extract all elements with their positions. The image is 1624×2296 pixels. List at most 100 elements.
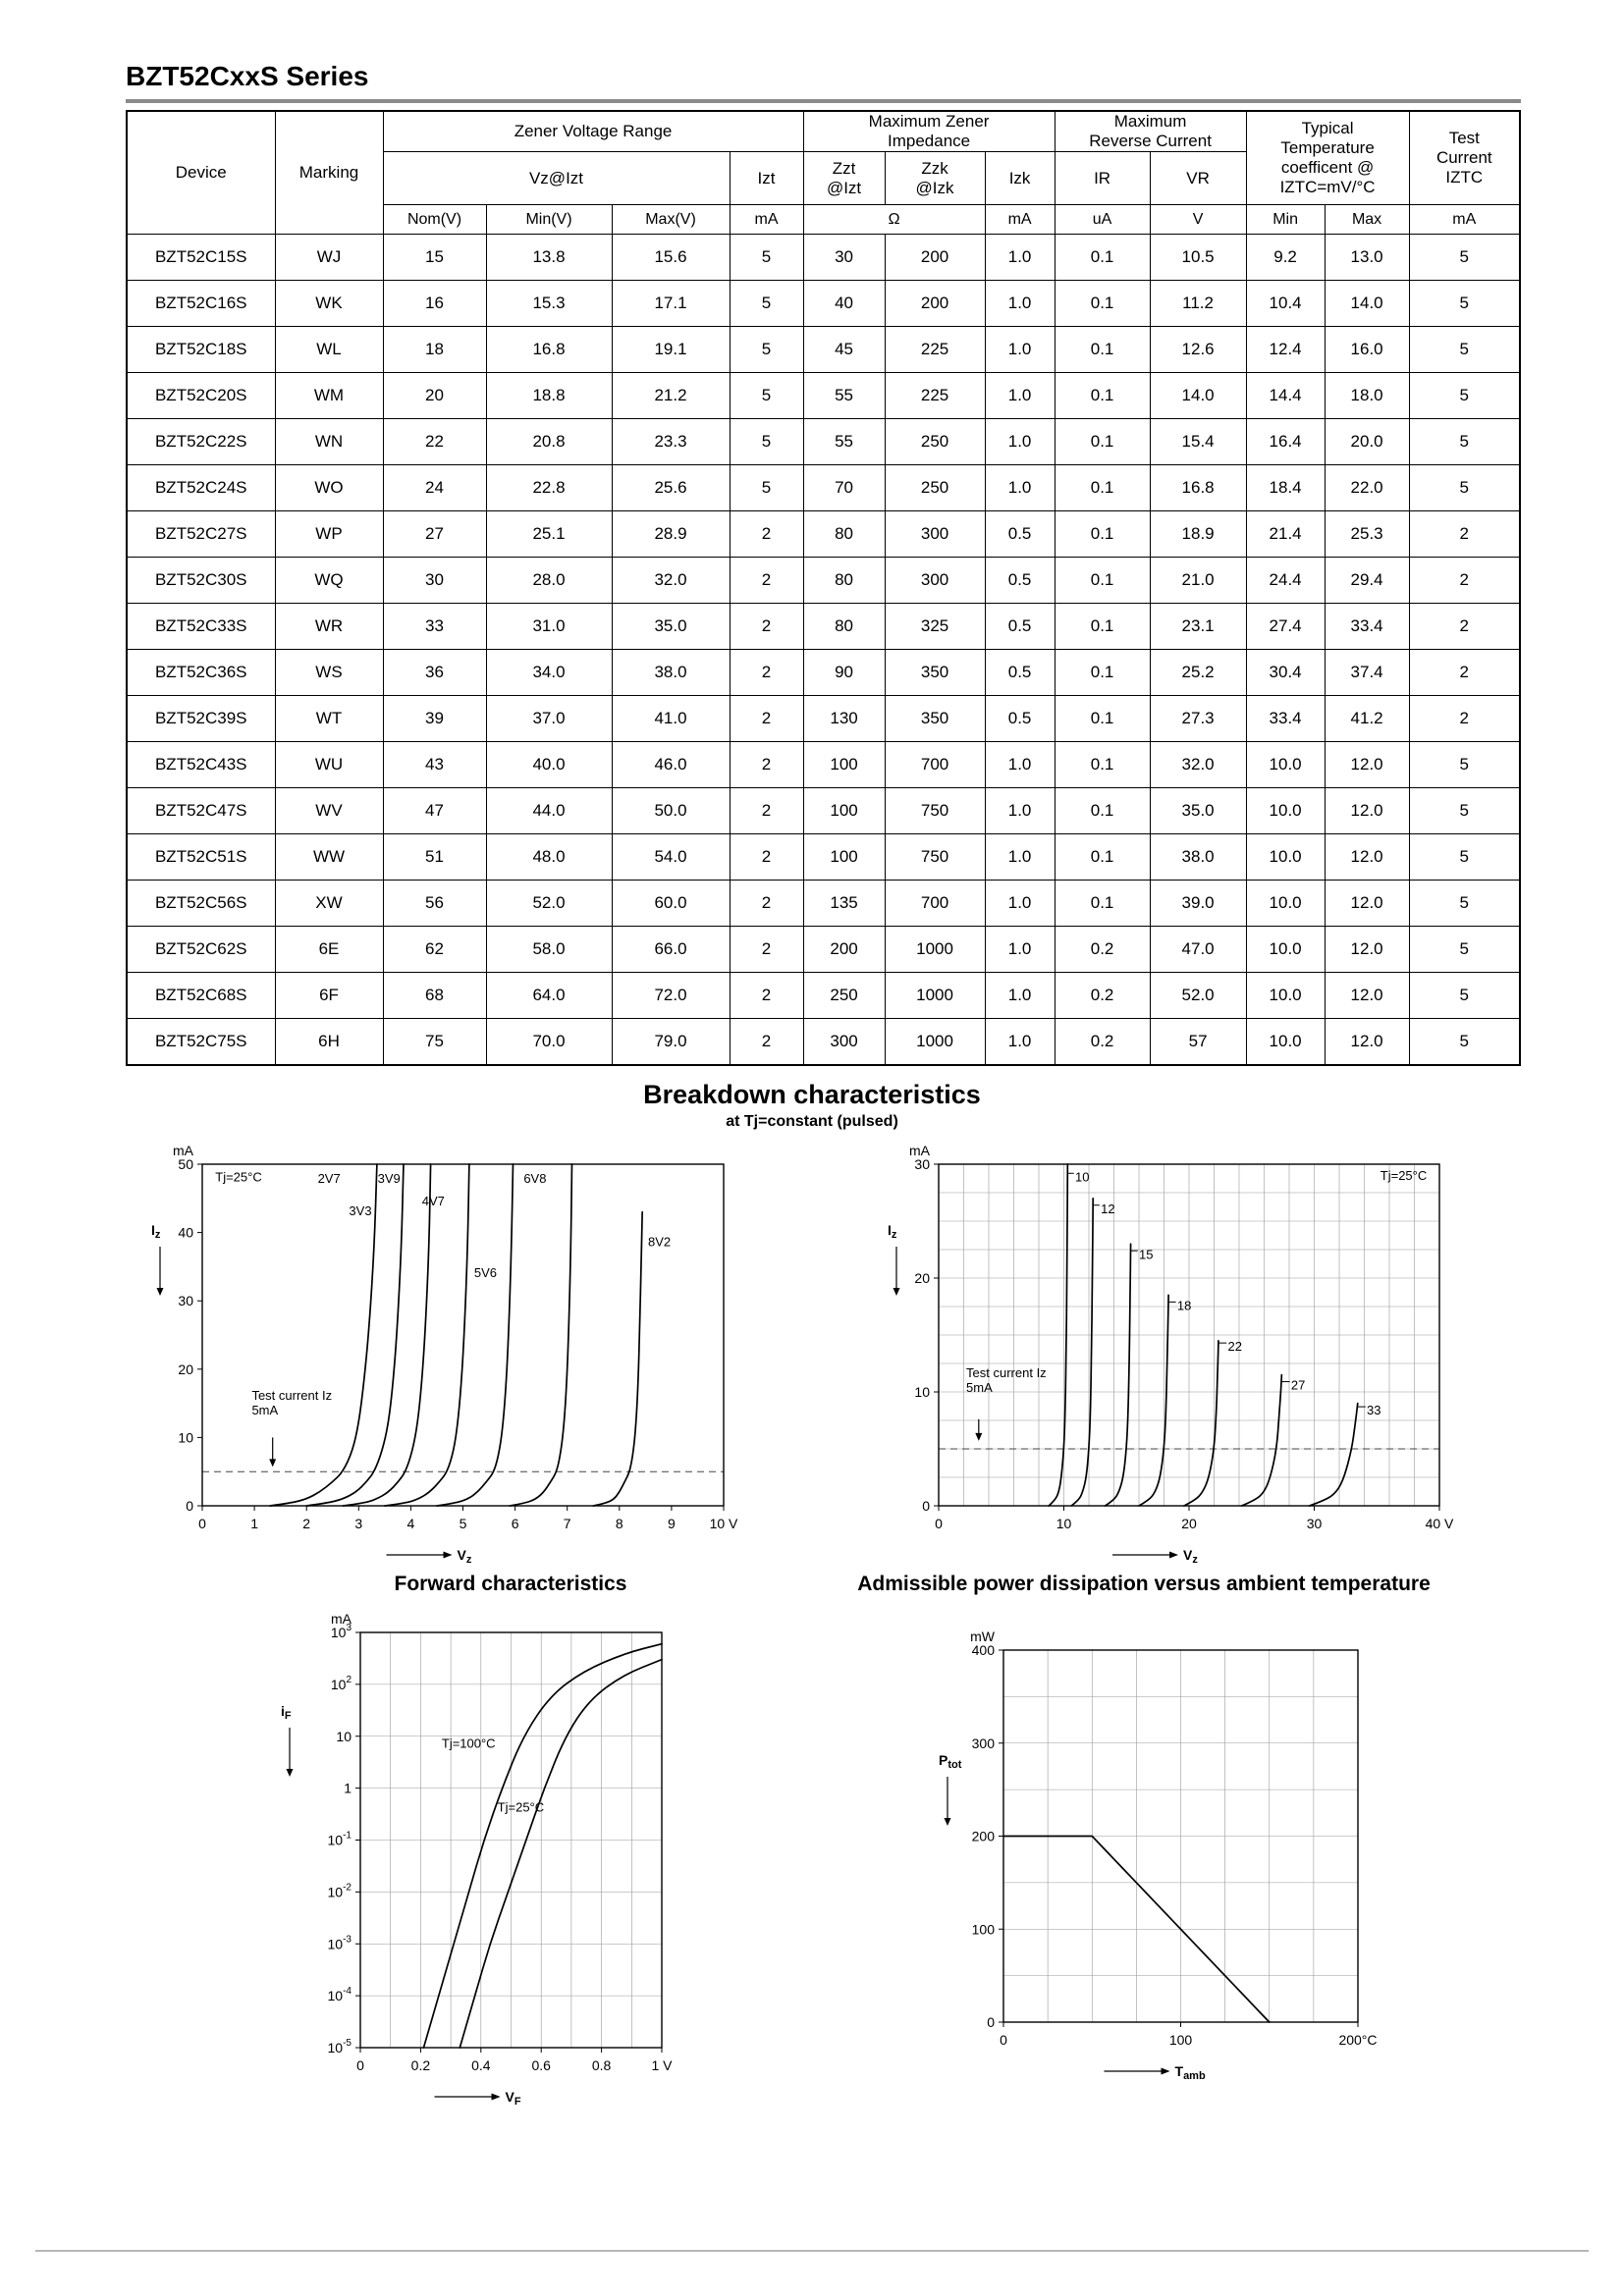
device-cell: BZT52C20S (126, 372, 276, 420)
spec-cell: 6F (274, 972, 384, 1020)
x-tick-label: 20 (1181, 1516, 1197, 1531)
device-cell: BZT52C43S (126, 741, 276, 789)
spec-cell: 2 (1408, 695, 1521, 743)
spec-cell: 57 (1149, 1018, 1247, 1066)
spec-cell: 20.8 (485, 418, 613, 466)
y-tick-label: 10 (336, 1729, 352, 1744)
spec-cell: 100 (802, 833, 886, 881)
spec-cell: 15.4 (1149, 418, 1247, 466)
x-tick-label: 5 (460, 1516, 467, 1531)
curve-label: 15 (1139, 1247, 1153, 1261)
spec-cell: 33 (382, 603, 487, 651)
table-row: BZT52C36S WS 36 34.0 38.0 2 90 350 0.5 0.1 25.2 30.… (126, 649, 1521, 697)
spec-cell: 750 (884, 833, 986, 881)
col-header-zener-voltage-range: Zener Voltage Range (382, 110, 804, 153)
axis-label: Vz (458, 1547, 472, 1566)
spec-cell: 11.2 (1149, 280, 1247, 328)
table-row: BZT52C22S WN 22 20.8 23.3 5 55 250 1.0 0.1 15.4 16.… (126, 418, 1521, 466)
spec-cell: 1000 (884, 972, 986, 1020)
spec-cell: 300 (884, 510, 986, 559)
spec-cell: 100 (802, 787, 886, 835)
spec-cell: 15.6 (611, 234, 731, 282)
unit-ohm: Ω (802, 204, 986, 236)
spec-cell: 20 (382, 372, 487, 420)
axis-label: VF (506, 2089, 521, 2108)
spec-cell: 225 (884, 372, 986, 420)
spec-cell: 2 (1408, 557, 1521, 605)
spec-cell: 55 (802, 372, 886, 420)
spec-cell: 700 (884, 741, 986, 789)
spec-cell: 700 (884, 880, 986, 928)
spec-cell: 0.2 (1054, 1018, 1151, 1066)
spec-cell: 23.1 (1149, 603, 1247, 651)
spec-cell: 39 (382, 695, 487, 743)
y-tick-label: 103 (331, 1623, 352, 1640)
spec-cell: WP (274, 510, 384, 559)
col-header-device: Device (126, 110, 276, 236)
spec-cell: 16 (382, 280, 487, 328)
spec-cell: 5 (1408, 372, 1521, 420)
spec-cell: 2 (729, 741, 804, 789)
x-tick-label: 100 (1169, 2032, 1193, 2048)
spec-cell: 135 (802, 880, 886, 928)
spec-cell: 27 (382, 510, 487, 559)
spec-cell: 46.0 (611, 741, 731, 789)
spec-cell: 6E (274, 926, 384, 974)
spec-cell: 0.1 (1054, 372, 1151, 420)
spec-cell: 100 (802, 741, 886, 789)
down-arrowhead (269, 1459, 277, 1468)
device-cell: BZT52C30S (126, 557, 276, 605)
table-row: BZT52C20S WM 20 18.8 21.2 5 55 225 1.0 0.1 14.0 14.… (126, 372, 1521, 420)
col-header-max-reverse-current: Maximum Reverse Current (1054, 110, 1247, 153)
annotation-text: Tj=25°C (498, 1800, 544, 1815)
unit-ua: uA (1054, 204, 1151, 236)
spec-cell: 5 (1408, 741, 1521, 789)
spec-table-header: Device Marking Zener Voltage Range Maxim… (126, 110, 1521, 236)
spec-cell: 28.9 (611, 510, 731, 559)
spec-cell: 31.0 (485, 603, 613, 651)
curve-6V8 (509, 1163, 573, 1507)
curve-18 (1138, 1294, 1169, 1507)
spec-cell: 750 (884, 787, 986, 835)
spec-cell: 32.0 (1149, 741, 1247, 789)
spec-cell: 30.4 (1245, 649, 1326, 697)
spec-cell: 2 (729, 787, 804, 835)
spec-cell: 56 (382, 880, 487, 928)
spec-cell: 28.0 (485, 557, 613, 605)
y-unit-label: mA (909, 1143, 931, 1158)
spec-cell: 1.0 (984, 418, 1056, 466)
spec-cell: 2 (729, 926, 804, 974)
power-section-title: Admissible power dissipation versus ambi… (857, 1573, 1431, 1595)
x-tick-label: 0 (935, 1516, 943, 1531)
spec-cell: 22.8 (485, 464, 613, 512)
table-row: BZT52C30S WQ 30 28.0 32.0 2 80 300 0.5 0.1 21.0 24.… (126, 557, 1521, 605)
spec-cell: 40.0 (485, 741, 613, 789)
spec-cell: 18.0 (1324, 372, 1410, 420)
spec-cell: 10.0 (1245, 926, 1326, 974)
spec-cell: XW (274, 880, 384, 928)
x-tick-label: 9 (668, 1516, 676, 1531)
spec-cell: 62 (382, 926, 487, 974)
y-tick-label: 100 (972, 1921, 996, 1937)
x-axis-arrowhead (443, 1551, 453, 1559)
x-axis-arrowhead (1161, 2067, 1170, 2075)
spec-cell: 60.0 (611, 880, 731, 928)
spec-cell: 24.4 (1245, 557, 1326, 605)
table-row: BZT52C68S 6F 68 64.0 72.0 2 250 1000 1.0 0.2 52.0 1… (126, 972, 1521, 1020)
spec-cell: 0.1 (1054, 464, 1151, 512)
spec-cell: 29.4 (1324, 557, 1410, 605)
spec-cell: 5 (1408, 464, 1521, 512)
device-cell: BZT52C24S (126, 464, 276, 512)
x-tick-label: 10 (1056, 1516, 1072, 1531)
spec-table: Device Marking Zener Voltage Range Maxim… (126, 110, 1521, 1066)
x-tick-label: 10 V (710, 1516, 738, 1531)
spec-cell: 0.1 (1054, 510, 1151, 559)
spec-cell: 1.0 (984, 372, 1056, 420)
spec-cell: 37.0 (485, 695, 613, 743)
spec-cell: 45 (802, 326, 886, 374)
spec-cell: 0.1 (1054, 741, 1151, 789)
spec-cell: 21.4 (1245, 510, 1326, 559)
spec-cell: 47 (382, 787, 487, 835)
spec-cell: 0.1 (1054, 833, 1151, 881)
spec-cell: 10.5 (1149, 234, 1247, 282)
